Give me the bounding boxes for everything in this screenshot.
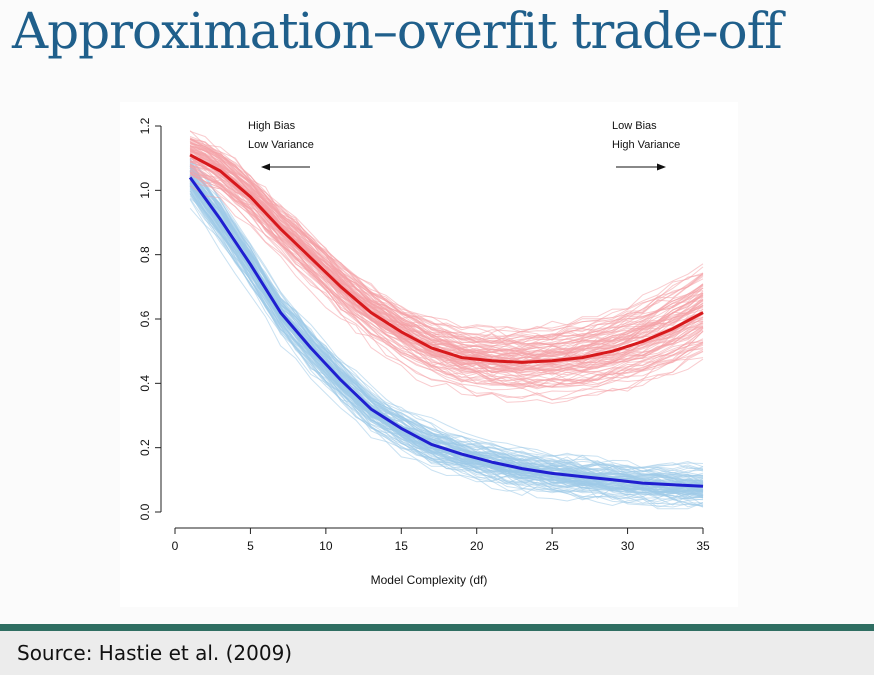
y-tick-label: 0.0 — [138, 503, 152, 520]
sample-curve — [189, 195, 704, 508]
left-arrow-icon — [261, 163, 270, 171]
training-error-mean-line — [188, 176, 704, 488]
footer-divider — [0, 624, 874, 631]
axes: 0 5 10 15 20 25 30 35 0.0 0.2 0.4 0.6 0.8 1.0 1.2 Model… — [138, 117, 710, 587]
y-tick-label: 0.4 — [138, 375, 152, 392]
source-citation: Source: Hastie et al. (2009) — [17, 641, 293, 665]
chart-panel: 0 5 10 15 20 25 30 35 0.0 0.2 0.4 0.6 0.8 1.0 1.2 Model… — [120, 102, 738, 607]
y-tick-label: 0.2 — [138, 439, 152, 456]
y-tick-label: 0.6 — [138, 310, 152, 327]
sample-curve — [189, 138, 704, 351]
sample-curve — [189, 190, 704, 499]
chart-svg: 0 5 10 15 20 25 30 35 0.0 0.2 0.4 0.6 0.8 1.0 1.2 Model… — [138, 117, 710, 587]
x-tick-label: 0 — [172, 539, 179, 553]
footer: Source: Hastie et al. (2009) — [0, 631, 874, 675]
sample-curve — [189, 138, 704, 341]
sample-curve — [189, 142, 704, 337]
annotation-low-variance: Low Variance — [248, 139, 314, 151]
sample-curve — [190, 148, 704, 351]
sample-curve — [189, 136, 704, 343]
annotations: High Bias Low Variance Low Bias High Varian… — [248, 120, 680, 171]
x-tick-label: 10 — [319, 539, 333, 553]
test-error-mean-line — [189, 153, 704, 364]
sample-curve — [189, 168, 704, 380]
x-tick-label: 20 — [470, 539, 484, 553]
x-tick-label: 35 — [696, 539, 710, 553]
y-tick-label: 1.0 — [138, 182, 152, 199]
sample-curve — [189, 176, 704, 476]
sample-curve — [189, 188, 704, 496]
y-tick-label: 0.8 — [138, 246, 152, 263]
sample-curve — [189, 160, 704, 477]
sample-curve — [189, 170, 704, 475]
slide-title: Approximation–overfit trade-off — [12, 2, 783, 60]
sample-curve — [189, 190, 704, 507]
sample-curve — [189, 153, 704, 343]
x-tick-label: 30 — [621, 539, 635, 553]
mean-error-curves — [188, 153, 704, 488]
x-tick-label: 5 — [247, 539, 254, 553]
x-tick-label: 15 — [395, 539, 409, 553]
test-error-curves — [189, 130, 704, 404]
sample-curve — [189, 153, 704, 345]
sample-curve — [189, 186, 704, 492]
sample-curve — [189, 155, 704, 377]
x-axis-title: Model Complexity (df) — [371, 573, 488, 587]
y-tick-label: 1.2 — [138, 117, 152, 134]
right-arrow-icon — [657, 163, 666, 171]
sample-curve — [189, 180, 704, 497]
sample-curve — [189, 169, 704, 401]
x-tick-label: 25 — [545, 539, 559, 553]
sample-curve — [189, 173, 704, 482]
sample-curve — [189, 193, 704, 500]
sample-curve — [189, 207, 704, 510]
sample-curve — [189, 159, 704, 346]
annotation-high-bias: High Bias — [248, 120, 296, 132]
sample-curve — [189, 145, 704, 334]
sample-curve — [189, 181, 704, 497]
sample-curve — [189, 142, 704, 376]
sample-curve — [189, 137, 704, 366]
sample-curve — [189, 160, 704, 382]
sample-curve — [189, 166, 704, 395]
annotation-high-variance: High Variance — [612, 139, 680, 151]
sample-curve — [189, 168, 704, 469]
annotation-low-bias: Low Bias — [612, 120, 657, 132]
sample-curve — [189, 142, 704, 380]
sample-curve — [189, 154, 704, 469]
